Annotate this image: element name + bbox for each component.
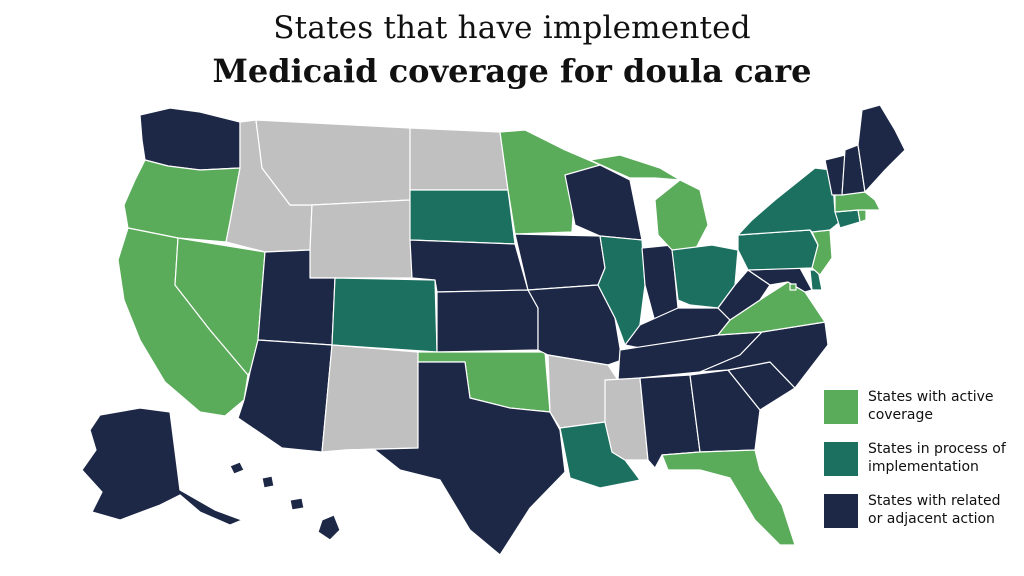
state-florida	[661, 449, 796, 546]
state-massachusetts	[834, 191, 881, 213]
state-iowa	[514, 233, 606, 291]
legend-swatch-process	[824, 442, 858, 476]
state-michigan-upper	[589, 154, 681, 181]
state-new-york	[737, 167, 841, 236]
state-hawaii-island-2	[289, 497, 305, 511]
legend-item-related: States with related or adjacent action	[824, 492, 1018, 528]
state-pennsylvania	[737, 229, 819, 271]
legend-label-related: States with related or adjacent action	[868, 493, 1001, 527]
legend-item-process: States in process of implementation	[824, 440, 1018, 476]
state-texas	[344, 361, 566, 556]
state-hawaii	[317, 514, 341, 541]
state-maine	[857, 104, 906, 193]
state-rhode-island	[857, 209, 867, 223]
state-hawaii-island-3	[261, 475, 275, 489]
state-kansas	[436, 289, 539, 353]
state-washington-dc	[789, 283, 797, 291]
state-michigan	[654, 179, 709, 251]
legend-item-active: States with active coverage	[824, 388, 1018, 424]
legend-swatch-active	[824, 390, 858, 424]
map-title-line-1: States that have implemented	[273, 10, 751, 46]
state-hawaii-island-4	[229, 461, 245, 475]
state-wyoming	[309, 199, 413, 279]
legend-label-active: States with active coverage	[868, 389, 994, 423]
state-south-dakota	[409, 189, 516, 245]
state-colorado	[331, 277, 438, 353]
state-connecticut	[834, 209, 861, 229]
legend-swatch-related	[824, 494, 858, 528]
state-new-mexico	[321, 344, 419, 453]
state-oregon	[123, 159, 241, 243]
state-north-dakota	[409, 127, 509, 191]
state-alaska	[81, 407, 243, 526]
legend-label-process: States in process of implementation	[868, 441, 1006, 475]
state-washington	[139, 107, 241, 171]
map-title-line-2: Medicaid coverage for doula care	[212, 52, 812, 90]
